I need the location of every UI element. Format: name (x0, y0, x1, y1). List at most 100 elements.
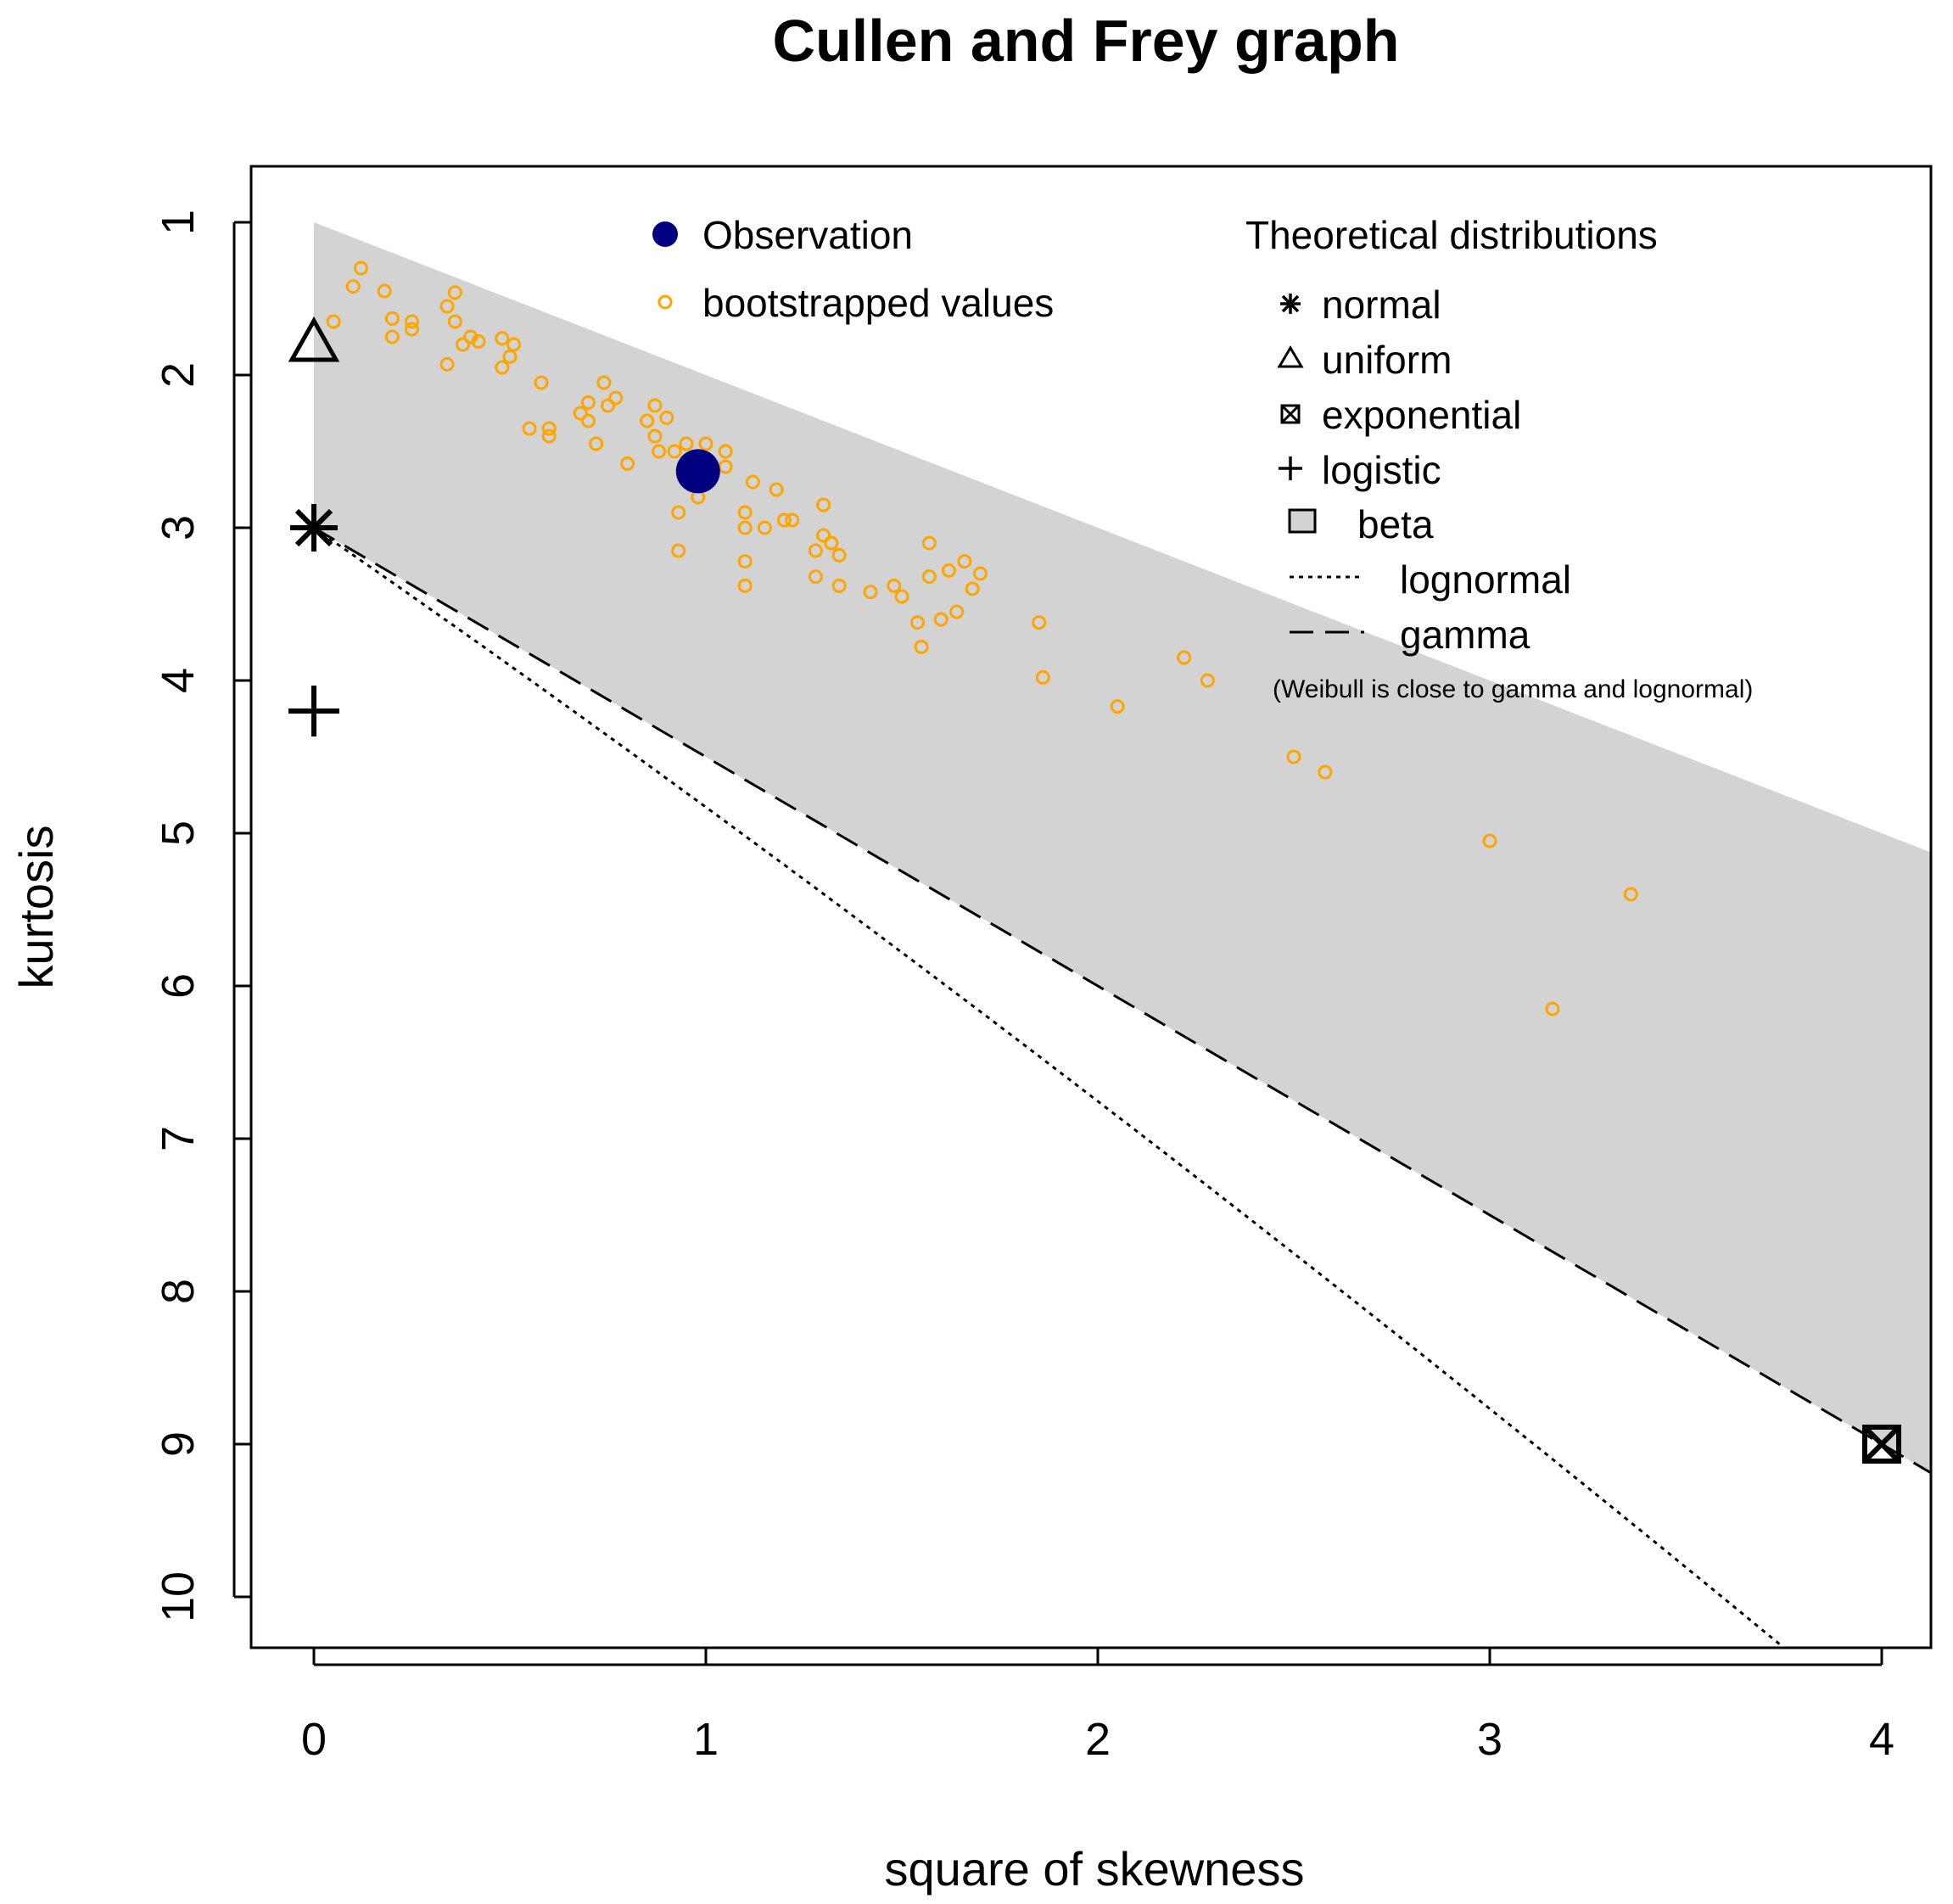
bootstrap-point (447, 285, 462, 300)
bootstrap-point (447, 314, 462, 329)
y-tick-label: 10 (153, 1571, 204, 1622)
bootstrap-point (495, 360, 510, 375)
bootstrap-point (345, 279, 361, 294)
bootstrap-point (456, 337, 471, 352)
legend-observation-marker (652, 221, 678, 247)
legend-beta-label: beta (1357, 502, 1434, 546)
bootstrap-points (326, 260, 1638, 1016)
bootstrap-point (737, 520, 753, 535)
bootstrap-point (816, 528, 831, 543)
bootstrap-point (914, 639, 929, 654)
bootstrap-point (541, 421, 557, 436)
x-tick-label: 4 (1869, 1714, 1894, 1765)
bootstrap-point (941, 563, 956, 578)
bootstrap-point (1318, 764, 1333, 780)
bootstrap-point (573, 406, 588, 421)
bootstrap-point (596, 375, 612, 390)
bootstrap-point (785, 512, 800, 528)
bootstrap-point (831, 578, 847, 593)
bootstrap-point (671, 543, 686, 558)
legend-beta-icon (1288, 508, 1317, 534)
legend-note: (Weibull is close to gamma and lognormal… (1273, 675, 1753, 703)
legend-gamma-label: gamma (1400, 613, 1531, 657)
observation-point (675, 449, 720, 494)
legend-uniform-icon (1277, 345, 1304, 368)
bootstrap-point (640, 413, 655, 428)
bootstrap-point (808, 543, 823, 558)
x-tick-label: 2 (1085, 1714, 1111, 1765)
bootstrap-point (580, 413, 596, 428)
bootstrap-point (921, 569, 937, 585)
bootstrap-point (326, 314, 341, 329)
bootstrap-point (439, 299, 455, 314)
legend-bootstrap-label: bootstrapped values (702, 281, 1054, 325)
bootstrap-point (1482, 833, 1497, 848)
legend-bootstrap-marker (658, 294, 673, 310)
bootstrap-point (808, 569, 823, 585)
legend-right: Theoretical distributions normal uniform… (1245, 213, 1753, 703)
bootstrap-point (921, 535, 937, 551)
bootstrap-point (589, 436, 604, 451)
bootstrap-point (667, 444, 682, 459)
bootstrap-point (580, 395, 596, 410)
bootstrap-point (1286, 749, 1301, 764)
bootstrap-point (647, 398, 663, 413)
bootstrap-point (737, 505, 753, 520)
bootstrap-point (1032, 615, 1047, 630)
bootstrap-point (757, 520, 772, 535)
bootstrap-point (471, 333, 486, 349)
bootstrap-point (608, 390, 624, 406)
legend-observation-label: Observation (702, 213, 913, 257)
y-axis: 1 2 3 4 5 6 7 8 9 10 (153, 210, 251, 1622)
bootstrap-point (909, 615, 925, 630)
bootstrap-point (652, 444, 667, 459)
y-tick-label: 5 (153, 820, 204, 846)
x-tick-label: 3 (1477, 1714, 1503, 1765)
bootstrap-point (541, 428, 557, 444)
bootstrap-point (776, 512, 792, 528)
lognormal-line (313, 526, 1787, 1648)
legend-uniform-label: uniform (1322, 338, 1452, 382)
bootstrap-point (384, 311, 400, 326)
bootstrap-point (1545, 1001, 1560, 1016)
chart-title: Cullen and Frey graph (773, 8, 1400, 74)
plot-area (288, 222, 1931, 1648)
bootstrap-point (522, 421, 537, 436)
bootstrap-point (831, 547, 847, 563)
bootstrap-point (534, 375, 549, 390)
bootstrap-point (506, 337, 522, 352)
legend-lognormal-label: lognormal (1400, 557, 1571, 602)
normal-marker (290, 504, 338, 552)
bootstrap-point (737, 578, 753, 593)
legend-normal-label: normal (1322, 283, 1441, 327)
gamma-line (313, 526, 1931, 1475)
bootstrap-point (745, 474, 760, 490)
bootstrap-point (495, 331, 510, 346)
theoretical-markers (288, 316, 1901, 1464)
bootstrap-point (502, 349, 518, 364)
y-tick-label: 6 (153, 973, 204, 999)
y-tick-label: 9 (153, 1431, 204, 1457)
y-tick-label: 8 (153, 1279, 204, 1304)
bootstrap-point (384, 329, 400, 344)
bootstrap-point (737, 554, 753, 569)
bootstrap-point (698, 436, 713, 451)
x-axis: 0 1 2 3 4 (301, 1648, 1894, 1765)
bootstrap-point (405, 322, 419, 337)
legend-logistic-label: logistic (1322, 448, 1441, 492)
bootstrap-point (933, 612, 949, 627)
bootstrap-point (1200, 673, 1215, 688)
bootstrap-point (816, 497, 831, 512)
bootstrap-point (659, 410, 674, 425)
bootstrap-point (894, 589, 909, 604)
bootstrap-point (957, 554, 972, 569)
bootstrap-point (1110, 699, 1125, 714)
y-tick-label: 3 (153, 515, 204, 540)
y-axis-title: kurtosis (9, 826, 63, 989)
x-tick-label: 1 (693, 1714, 719, 1765)
bootstrap-point (972, 566, 988, 581)
legend-exponential-label: exponential (1322, 393, 1521, 437)
exponential-marker (1862, 1425, 1901, 1464)
legend-left: Observation bootstrapped values (652, 213, 1054, 325)
